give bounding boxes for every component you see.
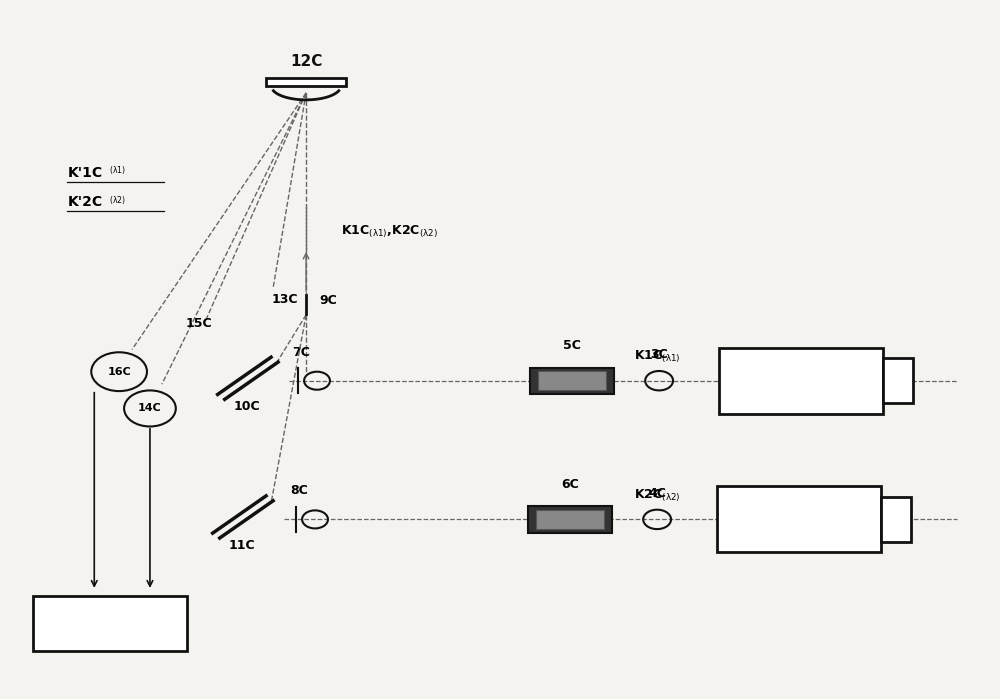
Text: K1C$_{\mathsf{(\lambda 1)}}$: K1C$_{\mathsf{(\lambda 1)}}$ <box>634 349 681 366</box>
Text: 8C: 8C <box>290 484 308 497</box>
Bar <box>538 371 606 391</box>
Text: 1C: 1C <box>788 372 814 390</box>
Bar <box>530 368 614 394</box>
Text: 7C: 7C <box>292 345 310 359</box>
Bar <box>266 78 346 86</box>
Text: K2C$_{\mathsf{(\lambda 2)}}$: K2C$_{\mathsf{(\lambda 2)}}$ <box>634 488 681 504</box>
Text: 17C: 17C <box>94 616 126 631</box>
Bar <box>883 358 913 403</box>
Text: $_{\mathsf{(\lambda 2)}}$: $_{\mathsf{(\lambda 2)}}$ <box>109 194 126 207</box>
Text: 15C: 15C <box>186 317 212 330</box>
Text: 11C: 11C <box>229 539 255 552</box>
Text: 13C: 13C <box>271 293 298 305</box>
Text: 5C: 5C <box>563 339 581 352</box>
Bar <box>719 348 883 414</box>
Text: $_{\mathsf{(\lambda 1)}}$: $_{\mathsf{(\lambda 1)}}$ <box>109 164 126 177</box>
Text: 4C: 4C <box>648 487 666 500</box>
Bar <box>536 510 604 529</box>
Bar <box>717 487 881 552</box>
Text: K'1C: K'1C <box>67 166 103 180</box>
Text: 2C: 2C <box>786 510 812 528</box>
Bar <box>528 506 612 533</box>
Text: 9C: 9C <box>319 294 337 308</box>
Bar <box>881 497 911 542</box>
Text: 16C: 16C <box>107 367 131 377</box>
Text: 10C: 10C <box>233 400 260 413</box>
Bar <box>33 596 187 651</box>
Text: K1C$_{\mathsf{(\lambda 1)}}$,K2C$_{\mathsf{(\lambda 2)}}$: K1C$_{\mathsf{(\lambda 1)}}$,K2C$_{\math… <box>341 224 438 240</box>
Text: 14C: 14C <box>138 403 162 413</box>
Text: K'2C: K'2C <box>67 196 103 210</box>
Text: 3C: 3C <box>650 348 668 361</box>
Text: 12C: 12C <box>290 54 322 69</box>
Text: 6C: 6C <box>561 478 579 491</box>
